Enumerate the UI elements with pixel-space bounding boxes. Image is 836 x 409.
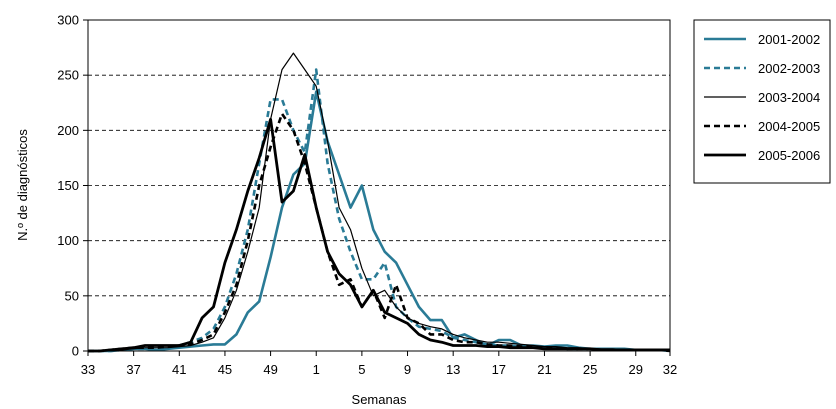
gridlines [88,74,670,297]
legend-label: 2002-2003 [758,61,820,76]
x-tick-label: 41 [172,362,186,377]
x-tick-label: 33 [81,362,95,377]
x-tick-label: 29 [629,362,643,377]
y-tick-label: 0 [72,344,79,359]
legend-label: 2003-2004 [758,90,820,105]
y-tick-label: 150 [57,178,79,193]
x-tick-label: 21 [537,362,551,377]
x-tick-label: 9 [404,362,411,377]
y-tick-label: 200 [57,123,79,138]
y-tick-label: 300 [57,13,79,28]
x-axis-title: Semanas [352,392,407,407]
x-tick-label: 25 [583,362,597,377]
y-axis-ticks: 0 50 100 150 200 250 300 [57,13,88,359]
y-tick-label: 50 [65,288,79,303]
legend-label: 2004-2005 [758,119,820,134]
legend: 2001-2002 2002-2003 2003-2004 2004-2005 2005… [693,19,831,184]
x-axis-ticks: 33 37 41 45 49 1 5 9 13 17 21 25 29 32 [81,351,677,377]
x-tick-label: 1 [313,362,320,377]
series-lines [88,52,671,353]
series-line-2004-2005 [88,112,671,353]
legend-label: 2001-2002 [758,32,820,47]
x-tick-label: 5 [358,362,365,377]
x-tick-label: 45 [218,362,232,377]
x-tick-label: 17 [492,362,506,377]
series-line-2001-2002 [88,90,670,353]
y-tick-label: 250 [57,68,79,83]
series-line-2002-2003 [88,68,671,353]
x-tick-label: 37 [126,362,140,377]
series-line-2005-2006 [88,117,670,353]
x-tick-label: 13 [446,362,460,377]
x-tick-label: 49 [263,362,277,377]
x-tick-label: 32 [663,362,677,377]
y-tick-label: 100 [57,233,79,248]
y-axis-title: N.º de diagnósticos [15,129,30,241]
legend-label: 2005-2006 [758,148,820,163]
